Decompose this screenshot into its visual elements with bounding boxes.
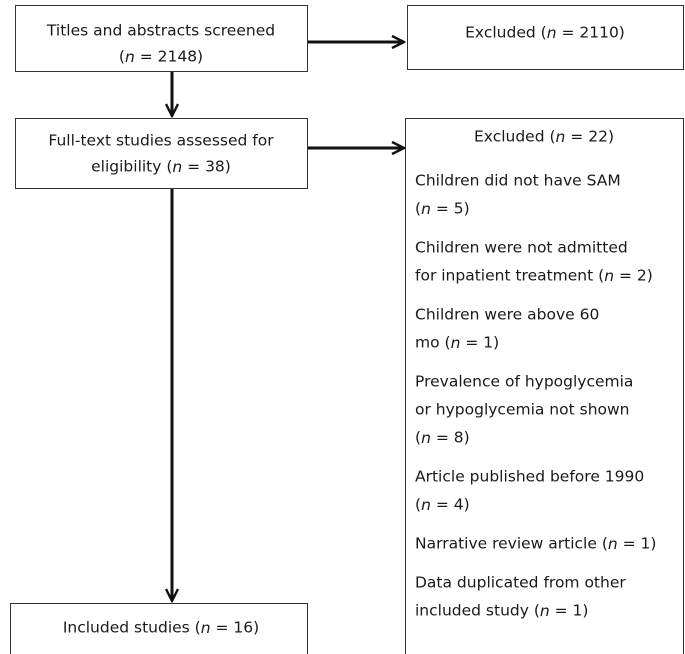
italic-var: n [451,334,461,352]
reason-text: mo (n = 1) [415,334,499,352]
italic-var: n [556,128,566,146]
excluded-reasons-box [405,118,684,654]
reason-text: (n = 5) [415,200,470,218]
node-text: Full-text studies assessed for [48,132,274,150]
reason-text: (n = 4) [415,496,470,514]
node-text: Excluded (n = 22) [474,128,614,146]
italic-var: n [604,267,614,285]
italic-var: n [540,602,550,620]
italic-var: n [421,429,431,447]
reason-text: included study (n = 1) [415,602,588,620]
italic-var: n [201,619,211,637]
reason-text: Children were not admitted [415,239,628,257]
italic-var: n [421,200,431,218]
reason-text: Article published before 1990 [415,468,644,486]
fulltext-box [15,118,308,189]
screened-box [15,5,308,72]
included-box [10,603,308,654]
italic-var: n [172,158,182,176]
reason-text: for inpatient treatment (n = 2) [415,267,653,285]
italic-var: n [421,496,431,514]
node-text: Excluded (n = 2110) [465,24,625,42]
node-text: Titles and abstracts screened [46,22,275,40]
italic-var: n [125,48,135,66]
italic-var: n [608,535,618,553]
reason-text: Children did not have SAM [415,172,621,190]
excluded-box [407,5,684,70]
node-text: Included studies (n = 16) [63,619,259,637]
node-text: eligibility (n = 38) [91,158,231,176]
italic-var: n [547,24,557,42]
reason-text: Prevalence of hypoglycemia [415,373,633,391]
reason-text: (n = 8) [415,429,470,447]
reason-text: Narrative review article (n = 1) [415,535,656,553]
reason-text: or hypoglycemia not shown [415,401,630,419]
node-text: (n = 2148) [119,48,203,66]
reason-text: Children were above 60 [415,306,599,324]
reason-text: Data duplicated from other [415,574,626,592]
